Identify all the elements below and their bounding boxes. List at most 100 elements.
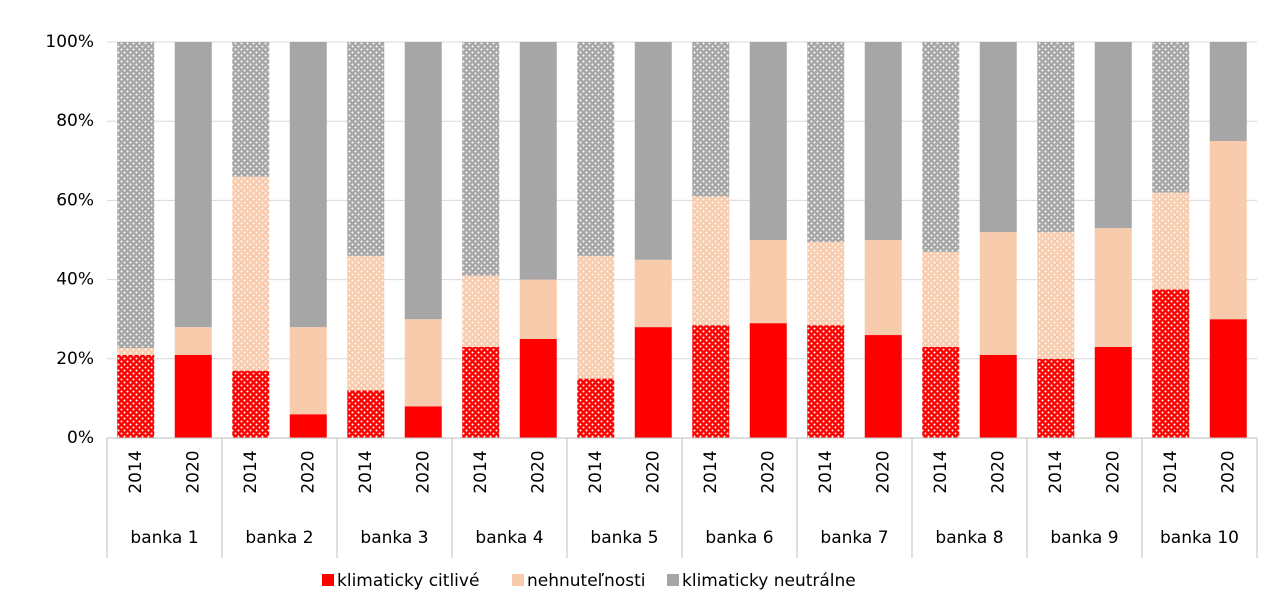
bar-segment [979,42,1017,233]
bar-segment [922,346,960,438]
bar-segment [692,42,730,197]
bar-segment [347,390,385,438]
x-tick-label: 2014 [356,450,376,493]
x-tick-label: 2014 [241,450,261,493]
bar-segment [807,241,845,326]
bar-segment [1209,42,1247,141]
bar-segment [864,42,902,240]
bar-segment [1037,42,1075,233]
x-tick-label: 2014 [471,450,491,493]
group-label: banka 8 [935,528,1003,548]
group-label: banka 5 [590,528,658,548]
bar-segment [404,406,442,438]
bar-segment [577,378,615,438]
bar-segment [174,327,212,355]
bar-segment [1152,289,1190,438]
bar-segment [174,42,212,328]
x-tick-label: 2020 [1103,450,1123,493]
bar-segment [749,240,787,324]
legend-swatch [667,574,679,586]
bar-segment [692,196,730,326]
x-tick-label: 2014 [126,450,146,493]
bar-segment [749,42,787,240]
bar-segment [864,335,902,438]
bar-segment [117,348,155,355]
bar-segment [404,319,442,407]
x-tick-label: 2020 [528,450,548,493]
legend-swatch [512,574,524,586]
bar-segment [864,240,902,336]
bar-segment [174,354,212,438]
bar-segment [1094,42,1132,229]
x-tick-label: 2014 [1046,450,1066,493]
bar-segment [347,255,385,391]
bar-segment [519,279,557,339]
bar-segment [979,354,1017,438]
x-tick-label: 2020 [1218,450,1238,493]
x-tick-label: 2020 [873,450,893,493]
bar-segment [634,42,672,260]
bar-segment [979,232,1017,355]
bar-segment [462,346,500,438]
x-tick-label: 2020 [183,450,203,493]
y-tick-label: 40% [56,270,94,290]
x-tick-label: 2014 [931,450,951,493]
y-tick-label: 60% [56,190,94,210]
legend-label: klimaticky citlivé [337,571,479,591]
bar-segment [1094,346,1132,438]
group-label: banka 7 [820,528,888,548]
bar-segment [462,42,500,276]
bar-segment [577,255,615,379]
bar-segment [922,42,960,252]
bar-segment [519,42,557,280]
bar-segment [289,327,327,415]
x-tick-label: 2020 [298,450,318,493]
x-tick-label: 2014 [586,450,606,493]
y-tick-label: 80% [56,111,94,131]
x-tick-label: 2014 [701,450,721,493]
bar-segment [347,42,385,256]
x-tick-label: 2014 [1161,450,1181,493]
bar-segment [577,42,615,256]
group-label: banka 9 [1050,528,1118,548]
bar-segment [1152,42,1190,193]
bar-segment [634,327,672,438]
bar-segment [404,42,442,320]
bar-segment [289,414,327,438]
x-tick-label: 2014 [816,450,836,493]
legend-label: klimaticky neutrálne [682,571,856,591]
legend-swatch [322,574,334,586]
bar-segment [1209,141,1247,320]
y-tick-label: 100% [45,32,94,52]
bar-segment [232,370,270,438]
group-label: banka 6 [705,528,773,548]
x-tick-label: 2020 [988,450,1008,493]
y-tick-label: 20% [56,349,94,369]
bar-segment [117,42,155,349]
group-label: banka 4 [475,528,543,548]
group-label: banka 1 [130,528,198,548]
bar-segment [232,176,270,371]
bar-segment [692,325,730,438]
bar-segment [807,325,845,438]
bar-segment [519,339,557,438]
group-label: banka 2 [245,528,313,548]
bar-segment [1037,358,1075,438]
group-label: banka 10 [1160,528,1239,548]
x-tick-label: 2020 [413,450,433,493]
bar-segment [634,259,672,328]
bar-segment [1037,232,1075,359]
y-tick-label: 0% [67,428,94,448]
bar-segment [1152,192,1190,290]
bar-segment [749,323,787,438]
x-tick-label: 2020 [643,450,663,493]
bar-segment [117,354,155,438]
bar-segment [1094,228,1132,347]
bar-segment [462,275,500,347]
legend-label: nehnuteľnosti [527,571,645,591]
bar-segment [289,42,327,328]
group-label: banka 3 [360,528,428,548]
x-tick-label: 2020 [758,450,778,493]
bar-segment [232,42,270,177]
